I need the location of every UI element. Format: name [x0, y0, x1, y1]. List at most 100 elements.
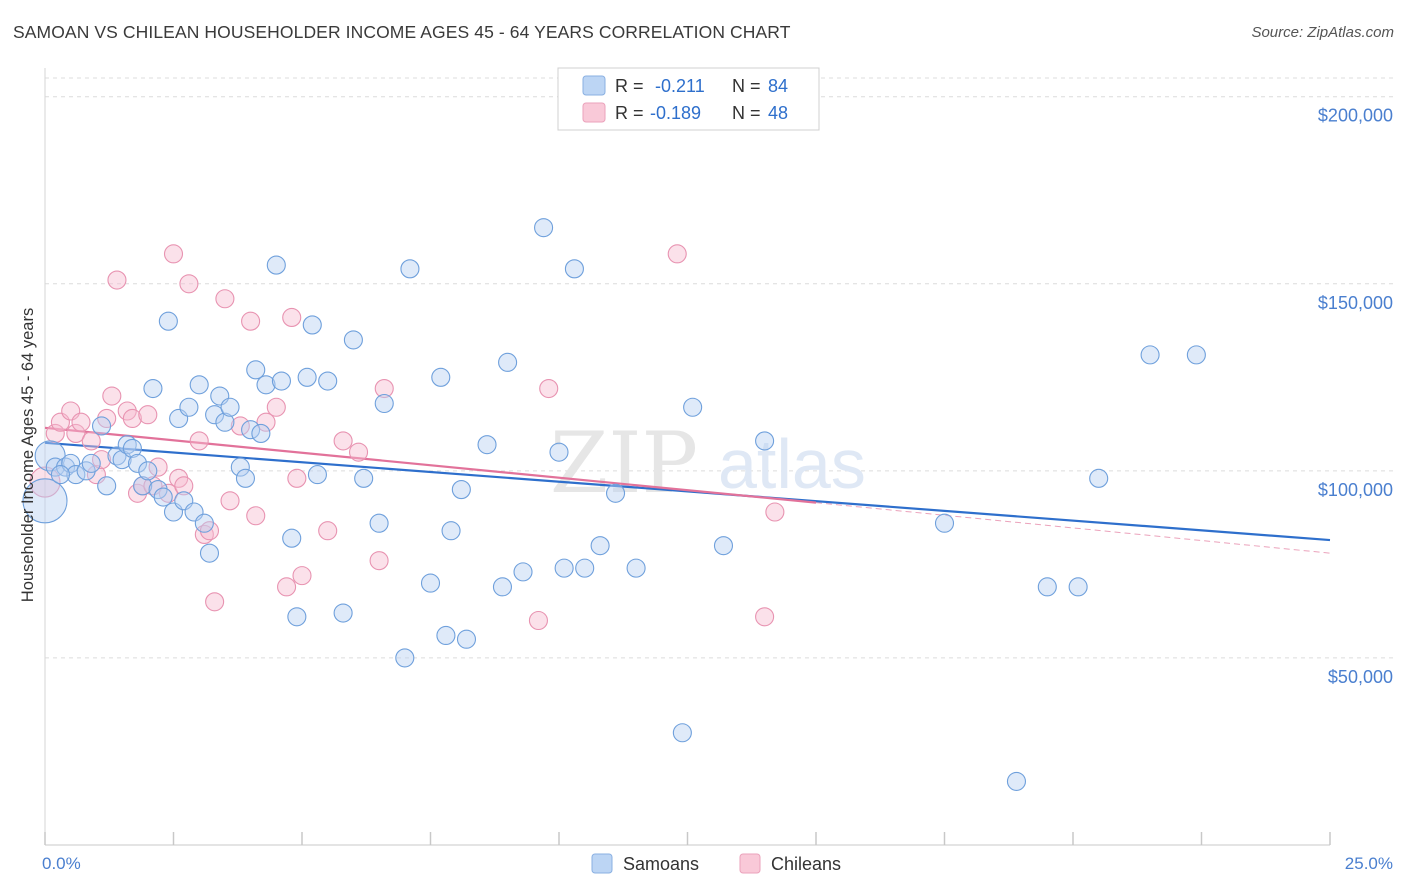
samoans-point: [66, 465, 86, 485]
stats-r-value-chileans: -0.189: [650, 103, 701, 123]
chileans-point: [163, 244, 184, 264]
samoans-point: [256, 375, 276, 395]
samoans-point: [1068, 577, 1088, 597]
chileans-point: [220, 491, 240, 511]
samoans-point: [1037, 577, 1057, 597]
stats-swatch-chileans: [582, 102, 606, 123]
samoans-point: [246, 360, 266, 380]
samoans-point: [81, 453, 101, 473]
samoans-point: [436, 625, 456, 646]
chileans-point: [318, 521, 338, 541]
chileans-point: [138, 405, 158, 425]
chileans-point: [148, 457, 168, 477]
samoans-point: [153, 487, 173, 507]
stats-n-value-samoans: 84: [768, 76, 788, 96]
samoans-point: [133, 476, 153, 496]
samoans-point: [91, 416, 112, 436]
samoans-point: [297, 367, 317, 387]
samoans-point: [564, 259, 584, 279]
samoans-point: [97, 476, 117, 496]
chileans-point: [287, 468, 307, 488]
samoans-point: [282, 528, 302, 548]
chileans-point: [667, 244, 687, 264]
chileans-point: [107, 270, 127, 290]
samoans-point: [179, 397, 199, 417]
chileans-point: [174, 476, 194, 496]
samoans-point: [127, 453, 148, 473]
samoans-point: [369, 513, 389, 533]
samoans-point: [333, 603, 353, 623]
samoans-point: [755, 431, 775, 451]
stats-n-label-samoans: N =: [732, 76, 761, 96]
samoans-point: [549, 442, 569, 462]
samoans-point: [626, 558, 646, 578]
samoans-point: [713, 536, 734, 556]
stats-n-label-chileans: N =: [732, 103, 761, 123]
samoans-point: [287, 607, 307, 627]
y-tick-label: $50,000: [1328, 667, 1393, 687]
chileans-point: [91, 450, 112, 470]
chileans-trend-line: [44, 426, 817, 504]
samoans-point: [534, 218, 554, 238]
chileans-point: [81, 431, 101, 451]
chileans-point: [369, 551, 389, 571]
samoans-point: [205, 405, 225, 425]
chileans-point: [246, 506, 266, 526]
chileans-point: [102, 386, 122, 406]
stats-r-value-samoans: -0.211: [655, 76, 705, 96]
samoans-point: [343, 330, 363, 350]
samoans-point: [194, 513, 214, 533]
chileans-point: [374, 378, 394, 399]
samoans-point: [230, 457, 250, 477]
samoans-point: [441, 521, 461, 541]
chileans-point: [755, 607, 775, 627]
chileans-point: [241, 311, 261, 331]
samoans-point: [605, 483, 626, 503]
samoans-point: [271, 371, 291, 391]
samoans-point: [554, 558, 574, 578]
chileans-point: [528, 610, 548, 631]
samoans-point: [431, 367, 451, 387]
chileans-point: [205, 592, 225, 612]
chileans-point: [179, 274, 199, 294]
samoans-point: [1186, 345, 1206, 365]
samoans-point: [302, 315, 322, 335]
chileans-point: [292, 566, 312, 586]
samoans-point: [590, 536, 610, 556]
samoans-point: [395, 648, 415, 668]
samoans-point: [1140, 345, 1160, 365]
y-tick-label: $100,000: [1318, 480, 1393, 500]
stats-r-label-samoans: R =: [615, 76, 644, 96]
samoans-point: [477, 435, 497, 455]
chileans-point: [194, 524, 214, 545]
chileans-point: [45, 423, 65, 443]
samoans-point: [220, 397, 240, 417]
samoans-point: [50, 465, 70, 485]
chart-source: Source: ZipAtlas.com: [1251, 24, 1394, 41]
samoans-trend-line: [44, 441, 1331, 542]
samoans-point: [266, 255, 286, 275]
samoans-point: [117, 435, 137, 455]
samoans-point: [1006, 771, 1027, 791]
samoans-point: [374, 393, 394, 414]
samoans-point: [22, 478, 68, 524]
chileans-point: [348, 442, 369, 462]
samoans-point: [934, 513, 955, 533]
legend-swatch-samoans: [591, 853, 613, 874]
samoans-point: [672, 723, 692, 743]
chileans-trend-extension: [815, 502, 1331, 554]
legend-label-chileans: Chileans: [771, 854, 841, 874]
samoans-point: [456, 629, 477, 649]
chileans-point: [189, 431, 209, 451]
trend-lines: [44, 426, 1331, 554]
chileans-point: [230, 416, 250, 436]
chileans-point: [66, 423, 86, 443]
samoans-point: [215, 412, 235, 432]
legend-label-samoans: Samoans: [623, 854, 699, 874]
y-axis-label: Householder Income Ages 45 - 64 years: [19, 308, 37, 602]
chileans-point: [256, 412, 276, 432]
samoans-point: [575, 558, 595, 578]
samoans-point: [122, 438, 142, 458]
samoans-point: [158, 311, 178, 331]
